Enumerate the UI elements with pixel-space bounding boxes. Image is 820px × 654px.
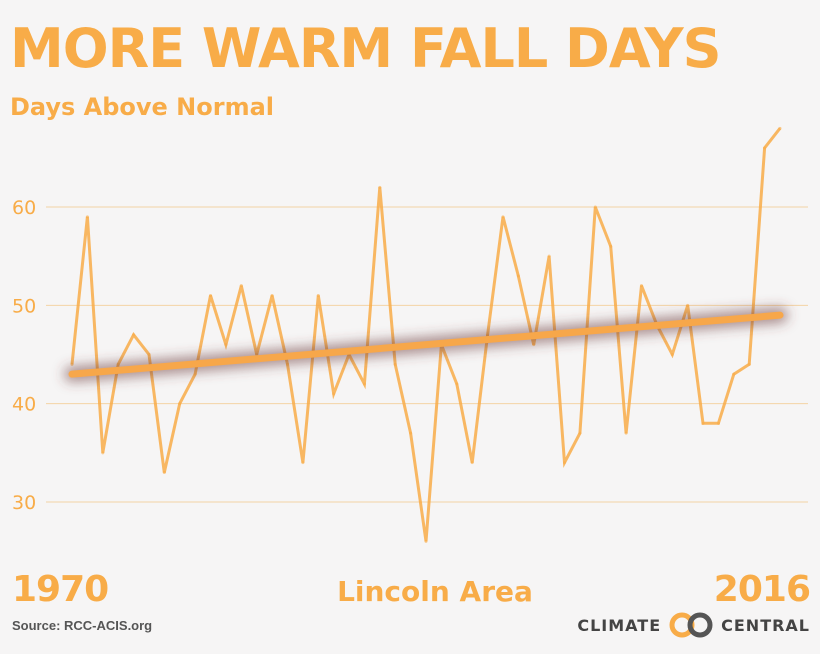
data-point (193, 372, 197, 376)
data-point (778, 126, 782, 130)
data-point (224, 343, 228, 347)
data-point (316, 294, 320, 297)
series-line-days-above-normal (70, 127, 782, 542)
data-point (132, 333, 136, 337)
y-tick-label: 40 (12, 394, 36, 416)
data-point (455, 382, 459, 386)
data-point (532, 343, 536, 347)
gridlines (46, 206, 808, 503)
data-point (409, 431, 413, 435)
data-point (393, 362, 397, 366)
data-point (578, 431, 582, 435)
data-point (501, 215, 505, 219)
brand-text-right: CENTRAL (721, 615, 810, 635)
chart-title: MORE WARM FALL DAYS (10, 17, 722, 80)
data-point (593, 205, 597, 209)
data-point (362, 382, 366, 386)
y-tick-label: 60 (12, 197, 36, 219)
data-point (763, 146, 767, 150)
data-point (70, 362, 74, 366)
climate-central-logo-icon (669, 612, 713, 638)
data-point (85, 215, 89, 219)
data-point (209, 294, 213, 297)
brand-text-left: CLIMATE (577, 615, 662, 635)
data-point (747, 362, 751, 366)
y-axis-ticks: 30 40 50 60 (12, 197, 36, 514)
chart-subtitle: Days Above Normal (10, 93, 275, 121)
y-tick-label: 50 (12, 295, 36, 317)
data-point (301, 461, 305, 465)
data-point (378, 185, 382, 189)
data-point (516, 274, 520, 278)
data-point (270, 294, 274, 297)
data-point (670, 353, 674, 356)
data-point (547, 254, 551, 258)
area-label: Lincoln Area (337, 575, 533, 608)
data-point (424, 539, 428, 543)
data-point (701, 421, 705, 425)
y-tick-label: 30 (12, 492, 36, 514)
source-note: Source: RCC-ACIS.org (12, 618, 153, 633)
data-point (178, 402, 182, 406)
data-point (609, 244, 613, 248)
data-point (332, 392, 336, 396)
data-point (162, 471, 166, 474)
data-point (639, 284, 643, 288)
data-point (147, 353, 151, 356)
data-point (239, 284, 243, 288)
data-point (716, 421, 720, 425)
trend-line (68, 311, 784, 378)
series-layer (70, 126, 782, 543)
data-point (624, 431, 628, 435)
climate-central-brand: CLIMATE CENTRAL (577, 612, 810, 638)
trend-layer (64, 307, 788, 383)
data-point (686, 303, 690, 307)
data-point (470, 461, 474, 465)
end-year-label: 2016 (713, 569, 811, 610)
start-year-label: 1970 (12, 569, 109, 610)
data-point (101, 451, 105, 455)
data-point (563, 461, 567, 465)
data-point (732, 372, 736, 376)
